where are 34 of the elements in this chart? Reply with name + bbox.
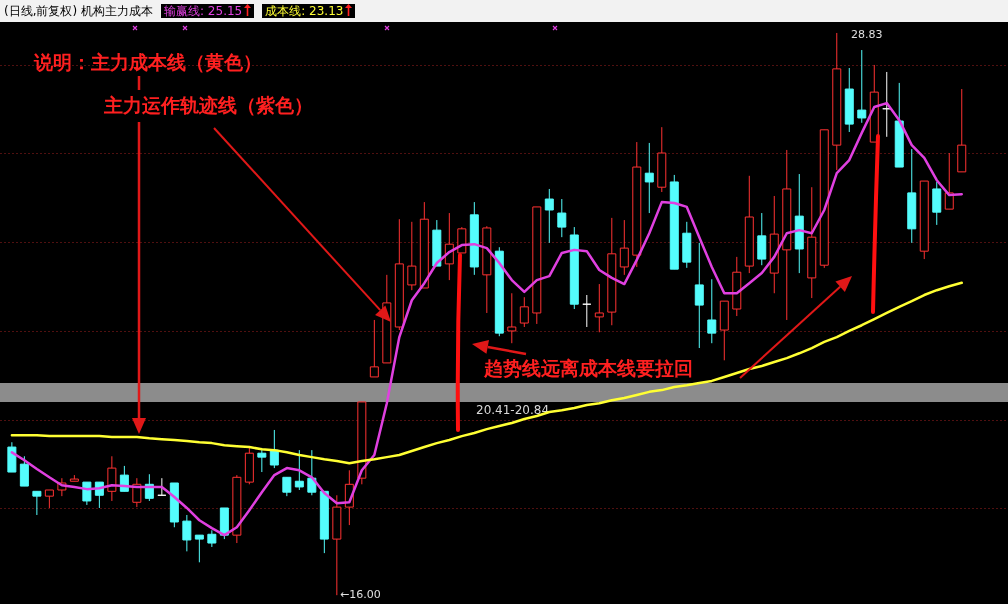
chart-title: (日线,前复权) 机构主力成本 <box>4 4 153 18</box>
candlestick <box>19 455 29 487</box>
candlestick <box>307 449 317 496</box>
band-label: 20.41-20.84 <box>476 402 550 417</box>
candlestick <box>757 212 767 266</box>
candlestick <box>282 476 292 497</box>
candlestick <box>507 292 517 344</box>
annotation: 趋势线远离成本线要拉回 <box>484 356 693 381</box>
candlestick <box>369 319 379 378</box>
candlestick <box>132 477 142 508</box>
candlestick <box>619 219 629 276</box>
text: 输赢线: 25.15 <box>161 4 255 18</box>
candlestick <box>519 296 529 328</box>
text: 成本线: 23.13 <box>262 4 356 18</box>
candlestick <box>557 198 567 238</box>
annotation: 主力运作轨迹线（紫色） <box>104 93 313 118</box>
candlestick <box>32 490 42 516</box>
annotation: ←16.00 <box>340 588 381 601</box>
candlestick <box>194 534 204 563</box>
candlestick <box>182 514 192 552</box>
candlestick <box>407 221 417 291</box>
candlestick <box>857 49 867 124</box>
candlestick <box>707 278 717 344</box>
candlestick <box>932 181 942 226</box>
candlestick <box>257 447 267 473</box>
candlestick <box>944 152 954 210</box>
candlestick <box>294 449 304 491</box>
annotation: 说明：主力成本线（黄色） <box>34 50 262 75</box>
candlestick <box>694 242 704 349</box>
candlestick <box>594 283 604 333</box>
annotation: 28.83 <box>851 28 883 41</box>
candlestick <box>544 188 554 244</box>
candlestick <box>269 429 279 469</box>
candlestick <box>644 142 654 214</box>
